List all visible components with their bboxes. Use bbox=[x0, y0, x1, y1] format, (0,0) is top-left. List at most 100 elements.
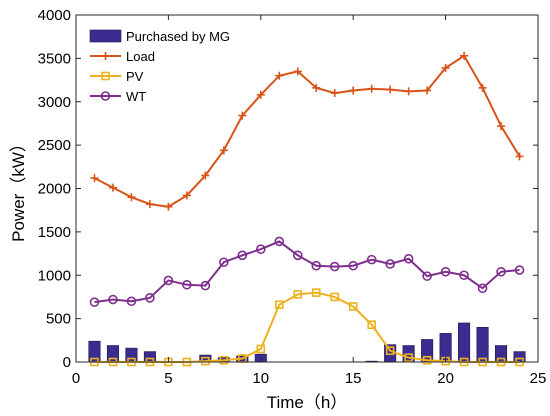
point-pv bbox=[311, 288, 321, 297]
x-axis-ticks: 0 5 10 15 20 25 bbox=[72, 15, 547, 387]
point-load bbox=[201, 171, 210, 180]
y-tick-label: 2000 bbox=[38, 181, 71, 198]
y-tick-label: 500 bbox=[46, 311, 71, 328]
legend-item-wt: WT bbox=[90, 89, 146, 104]
point-load bbox=[275, 71, 284, 80]
point-wt bbox=[89, 297, 100, 307]
x-tick-label: 0 bbox=[72, 370, 80, 387]
x-tick-label: 20 bbox=[437, 370, 454, 387]
series-line-load bbox=[94, 54, 521, 208]
y-tick-label: 3000 bbox=[38, 94, 71, 111]
point-load bbox=[330, 89, 339, 98]
y-tick-label: 2500 bbox=[38, 137, 71, 154]
point-wt bbox=[145, 293, 155, 303]
point-load bbox=[145, 200, 154, 209]
point-load bbox=[423, 86, 432, 95]
x-tick-label: 25 bbox=[530, 370, 547, 387]
point-wt bbox=[422, 271, 432, 281]
point-pv bbox=[385, 346, 395, 356]
x-tick-label: 5 bbox=[164, 370, 172, 387]
point-wt bbox=[385, 259, 395, 269]
point-pv bbox=[422, 355, 432, 365]
point-wt bbox=[514, 265, 525, 275]
point-pv bbox=[404, 353, 413, 362]
x-axis-title: Time（h） bbox=[267, 393, 348, 412]
point-load bbox=[349, 86, 358, 95]
point-pv bbox=[367, 320, 376, 329]
y-axis-title: Power（kW） bbox=[9, 135, 28, 242]
point-wt bbox=[329, 261, 340, 272]
point-load bbox=[312, 83, 321, 92]
point-wt bbox=[366, 254, 377, 265]
point-load bbox=[182, 191, 191, 200]
point-load bbox=[367, 84, 376, 93]
point-wt bbox=[126, 296, 137, 307]
point-pv bbox=[330, 292, 340, 302]
legend-item-pv: PV bbox=[90, 69, 144, 84]
bars-layer bbox=[88, 322, 526, 363]
legend-label: Purchased by MG bbox=[126, 29, 230, 44]
y-tick-label: 4000 bbox=[38, 7, 71, 24]
point-load bbox=[238, 111, 247, 120]
point-wt bbox=[292, 250, 303, 261]
lines-layer bbox=[89, 51, 525, 367]
point-wt bbox=[496, 266, 506, 277]
legend-marker bbox=[101, 52, 110, 60]
point-load bbox=[460, 51, 469, 60]
point-wt bbox=[219, 257, 229, 268]
point-load bbox=[515, 152, 524, 161]
x-tick-label: 15 bbox=[345, 370, 362, 387]
bar-purchased bbox=[476, 326, 489, 363]
legend-label: WT bbox=[126, 89, 146, 104]
point-wt bbox=[459, 270, 469, 281]
legend-item-load: Load bbox=[90, 49, 155, 64]
legend-swatch bbox=[89, 29, 122, 43]
point-load bbox=[293, 67, 302, 76]
point-wt bbox=[348, 260, 359, 271]
legend-marker bbox=[100, 91, 111, 101]
point-wt bbox=[477, 283, 488, 294]
point-pv bbox=[201, 356, 210, 366]
point-load bbox=[404, 87, 413, 96]
point-load bbox=[219, 146, 228, 155]
legend-item-purchased-by-mg: Purchased by MG bbox=[89, 29, 230, 44]
point-load bbox=[164, 202, 173, 211]
y-tick-label: 3500 bbox=[38, 50, 71, 67]
y-tick-label: 1000 bbox=[38, 267, 71, 284]
point-pv bbox=[219, 355, 229, 365]
point-pv bbox=[256, 344, 266, 354]
point-load bbox=[441, 63, 450, 72]
point-load bbox=[478, 83, 487, 92]
legend: Purchased by MG Load PV WT bbox=[89, 29, 230, 104]
point-pv bbox=[293, 290, 303, 299]
point-wt bbox=[274, 236, 285, 247]
y-tick-label: 1500 bbox=[38, 224, 71, 241]
legend-label: Load bbox=[126, 49, 155, 64]
point-wt bbox=[403, 253, 414, 264]
y-axis-ticks: 0 500 1000 1500 2000 2500 3000 3500 4000 bbox=[38, 7, 538, 371]
point-wt bbox=[163, 275, 174, 286]
point-wt bbox=[440, 266, 451, 277]
bar-purchased bbox=[458, 322, 471, 363]
point-wt bbox=[182, 279, 192, 290]
point-wt bbox=[311, 260, 322, 271]
point-load bbox=[90, 174, 99, 183]
point-wt bbox=[237, 250, 248, 261]
plot-frame bbox=[75, 14, 539, 363]
x-tick-label: 10 bbox=[252, 370, 269, 387]
point-pv bbox=[348, 302, 358, 311]
point-wt bbox=[255, 244, 266, 255]
point-wt bbox=[200, 280, 211, 291]
y-tick-label: 0 bbox=[63, 354, 71, 371]
series-line-pv bbox=[94, 291, 520, 363]
legend-marker bbox=[101, 71, 110, 81]
point-pv bbox=[274, 300, 284, 310]
point-load bbox=[386, 85, 395, 94]
point-load bbox=[108, 183, 117, 192]
legend-label: PV bbox=[126, 69, 144, 84]
point-load bbox=[256, 90, 265, 99]
point-load bbox=[127, 193, 136, 202]
point-load bbox=[497, 122, 506, 131]
point-wt bbox=[108, 294, 118, 305]
